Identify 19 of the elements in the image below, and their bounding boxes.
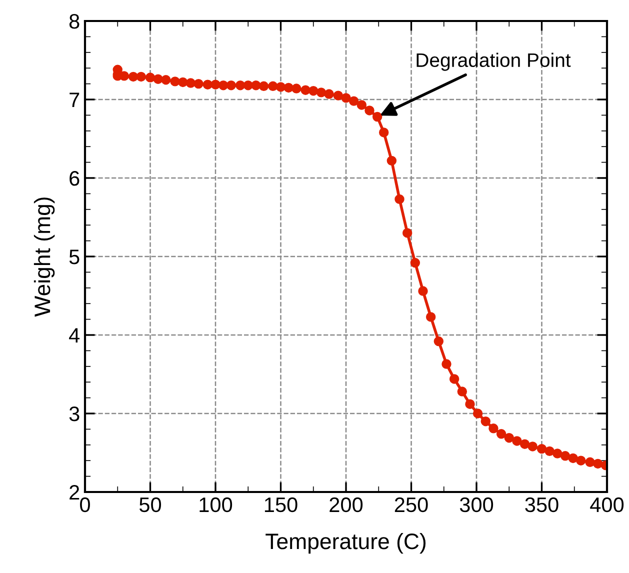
x-tick-label: 200 [330,497,363,512]
x-tick-label: 250 [394,497,428,512]
y-tick-label: 3 [69,406,80,422]
x-tick-label: 300 [460,497,494,512]
y-axis-title: Weight (mg) [34,198,55,317]
y-tick-label: 6 [70,171,80,186]
x-tick-label: 0 [80,497,90,512]
y-tick-label: 8 [69,14,80,29]
x-tick-label: 50 [140,497,162,512]
x-axis-title: Temperature (C) [266,532,426,554]
y-tick-label: 2 [70,485,80,500]
y-tick-label: 4 [69,328,80,343]
x-tick-label: 150 [264,497,298,512]
x-tick-label: 100 [200,497,232,512]
y-tick-label: 5 [69,250,80,264]
x-tick-label: 400 [590,497,624,512]
y-tick-label: 7 [70,92,80,108]
x-tick-label: 350 [525,497,558,512]
annotation: Degradation Point [416,52,571,71]
